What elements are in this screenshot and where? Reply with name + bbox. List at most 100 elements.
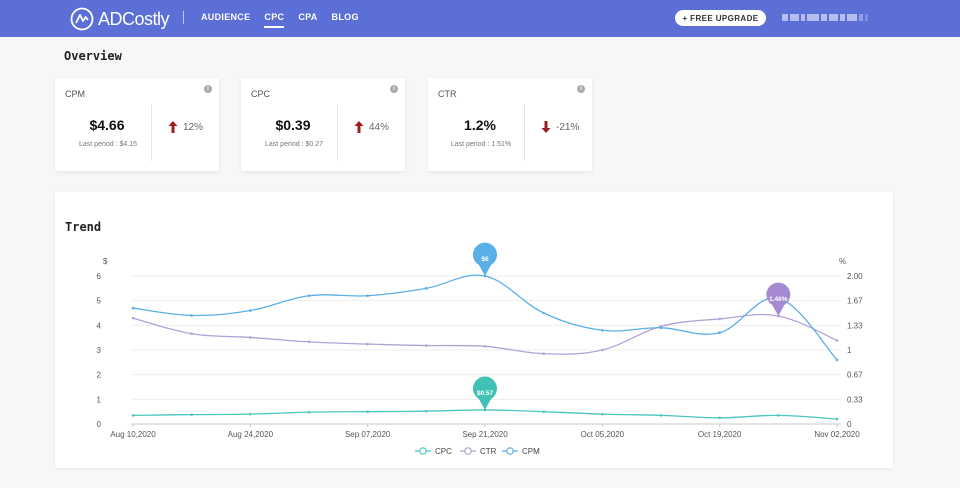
user-account-menu[interactable] xyxy=(782,12,868,23)
y-right-tick-label: 0.33 xyxy=(847,395,863,404)
y-left-tick-label: 5 xyxy=(97,297,102,306)
data-point-ctr xyxy=(601,348,604,352)
data-point-cpc xyxy=(718,416,721,420)
x-tick-label: Nov 02,2020 xyxy=(814,430,860,439)
nav-divider xyxy=(183,11,184,24)
nav-item-audience[interactable]: AUDIENCE xyxy=(201,12,251,22)
data-point-cpc xyxy=(659,414,663,417)
y-right-tick-label: 1.33 xyxy=(847,321,863,330)
metric-change: 12% xyxy=(168,121,203,133)
data-point-cpc xyxy=(835,417,839,421)
data-point-cpc xyxy=(366,410,369,413)
data-point-cpc xyxy=(307,410,311,414)
y-right-tick-label: 2.00 xyxy=(847,272,863,281)
callout-pin-ctr xyxy=(766,282,791,316)
data-point-cpc xyxy=(777,414,780,417)
main-nav: AUDIENCE CPC CPA BLOG xyxy=(201,12,359,28)
info-icon[interactable]: i xyxy=(577,85,585,93)
legend-marker-ctr xyxy=(464,447,472,455)
callout-pin-cpc xyxy=(473,376,497,410)
y-left-axis-label: $ xyxy=(103,257,108,266)
brand-name: ADCostly xyxy=(98,8,170,29)
legend-label-ctr: CTR xyxy=(480,447,497,456)
y-left-tick-label: 6 xyxy=(97,272,102,281)
metric-change: 44% xyxy=(354,121,389,133)
legend-label-cpc: CPC xyxy=(435,447,452,456)
nav-item-cpa[interactable]: CPA xyxy=(298,12,318,22)
data-point-cpm xyxy=(131,306,135,310)
metric-change: -21% xyxy=(541,121,579,133)
data-point-cpc xyxy=(249,412,252,416)
metric-last-period: Last period : $4.15 xyxy=(79,141,137,148)
arrow-down-icon xyxy=(541,121,551,133)
data-point-cpm xyxy=(601,328,604,332)
nav-item-blog[interactable]: BLOG xyxy=(331,12,359,22)
metric-last-period: Last period : $0.27 xyxy=(265,141,323,148)
y-right-tick-label: 0 xyxy=(847,420,852,429)
x-tick-label: Sep 21,2020 xyxy=(462,430,508,439)
data-point-cpm xyxy=(307,294,311,298)
metric-label: CTR xyxy=(438,89,457,99)
callout-label: $0.57 xyxy=(477,390,494,397)
legend-label-cpm: CPM xyxy=(522,447,540,456)
overview-title: Overview xyxy=(64,49,122,63)
callout-label: $6 xyxy=(481,256,489,263)
x-tick-label: Oct 19,2020 xyxy=(698,430,742,439)
data-point-ctr xyxy=(425,344,428,347)
metric-change-value: 12% xyxy=(183,121,204,133)
series-line-ctr xyxy=(132,313,838,355)
trend-panel: Trend 0 1 2 3 4 5 6 0 0.33 0.67 1 1.33 1.67 2.00 $% Aug… xyxy=(55,192,893,468)
data-point-ctr xyxy=(190,332,193,336)
y-left-tick-label: 4 xyxy=(97,321,102,330)
metric-label: CPM xyxy=(65,89,85,99)
data-point-ctr xyxy=(777,314,780,318)
data-point-ctr xyxy=(718,317,721,321)
data-point-cpc xyxy=(425,409,428,413)
data-point-ctr xyxy=(483,345,487,348)
metric-last-period: Last period : 1.51% xyxy=(450,141,512,148)
data-point-cpm xyxy=(835,358,839,362)
series-line-cpc xyxy=(132,409,838,420)
y-left-tick-label: 1 xyxy=(97,395,102,404)
card-divider xyxy=(524,104,525,161)
arrow-up-icon xyxy=(354,121,364,133)
data-point-ctr xyxy=(835,339,839,342)
callout-label: 1.46% xyxy=(769,296,788,303)
data-point-cpm xyxy=(542,311,545,315)
trend-chart[interactable]: 0 1 2 3 4 5 6 0 0.33 0.67 1 1.33 1.67 2.00 $ % Aug 10,20… xyxy=(55,192,893,468)
nav-item-cpc[interactable]: CPC xyxy=(264,12,285,28)
metric-value: $0.39 xyxy=(275,117,311,133)
data-point-cpm xyxy=(190,314,193,317)
metric-change-value: -21% xyxy=(556,121,580,133)
metric-card-ctr: CTR i 1.2% Last period : 1.51% -21% xyxy=(428,78,592,171)
data-point-ctr xyxy=(131,316,135,320)
brand-logo[interactable]: ADCostly xyxy=(70,7,170,31)
y-right-axis-label: % xyxy=(839,257,846,266)
x-tick-label: Oct 05,2020 xyxy=(581,430,625,439)
arrow-up-icon xyxy=(168,121,178,133)
data-point-cpc xyxy=(601,412,604,416)
y-left-tick-label: 2 xyxy=(97,371,102,380)
x-tick-label: Aug 24,2020 xyxy=(228,430,274,439)
free-upgrade-button[interactable]: + FREE UPGRADE xyxy=(675,10,766,26)
top-nav-bar: ADCostly AUDIENCE CPC CPA BLOG + FREE UP… xyxy=(0,0,960,37)
y-right-tick-label: 0.67 xyxy=(847,371,863,380)
legend-marker-cpm xyxy=(506,447,514,455)
data-point-cpm xyxy=(659,326,663,330)
x-tick-label: Aug 10,2020 xyxy=(110,430,156,439)
adcostly-logo-icon xyxy=(70,7,94,31)
metric-value: 1.2% xyxy=(464,117,496,133)
y-left-tick-label: 0 xyxy=(97,420,102,429)
y-right-tick-label: 1.67 xyxy=(847,297,863,306)
info-icon[interactable]: i xyxy=(204,85,212,93)
data-point-ctr xyxy=(307,340,311,344)
data-point-ctr xyxy=(542,352,545,355)
legend-marker-cpc xyxy=(419,447,427,455)
data-point-cpc xyxy=(190,413,193,416)
x-tick-label: Sep 07,2020 xyxy=(345,430,391,439)
y-left-tick-label: 3 xyxy=(97,346,102,355)
card-divider xyxy=(151,104,152,161)
data-point-cpc xyxy=(131,414,135,417)
metric-value: $4.66 xyxy=(89,117,125,133)
info-icon[interactable]: i xyxy=(390,85,398,93)
